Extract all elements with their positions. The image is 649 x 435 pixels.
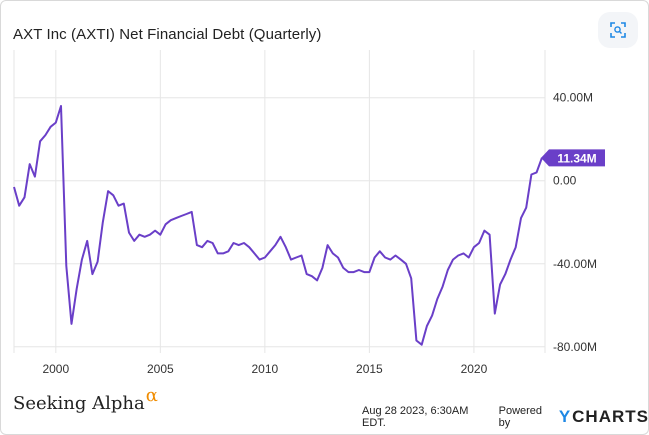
- alpha-mark: α: [145, 385, 158, 406]
- zoom-button[interactable]: [598, 12, 638, 48]
- footer-credits: Aug 28 2023, 6:30AM EDT. Powered by Y CHA…: [362, 405, 649, 429]
- chart-title: AXT Inc (AXTI) Net Financial Debt (Quart…: [13, 26, 322, 43]
- value-label-layer: 11.34M: [541, 149, 605, 167]
- last-value-label: 11.34M: [557, 151, 596, 165]
- ycharts-logo: Y CHARTS: [559, 407, 649, 427]
- y-tick-label: 40.00M: [553, 91, 593, 105]
- y-axis: 40.00M 0.00 -40.00M -80.00M: [553, 91, 597, 354]
- y-tick-label: -80.00M: [553, 340, 597, 354]
- x-tick-label: 2010: [252, 362, 279, 376]
- x-tick-label: 2000: [42, 362, 69, 376]
- x-tick-label: 2015: [356, 362, 383, 376]
- y-tick-label: -40.00M: [553, 257, 597, 271]
- x-axis: 2000 2005 2010 2015 2020: [42, 362, 487, 376]
- x-tick-label: 2005: [147, 362, 174, 376]
- last-value-badge: [541, 149, 605, 167]
- ycharts-wordmark: CHARTS: [572, 407, 649, 426]
- series-line: [13, 105, 543, 346]
- grid: [13, 50, 546, 353]
- powered-by-text: Powered by: [498, 405, 543, 429]
- y-tick-label: 0.00: [553, 174, 577, 188]
- series-layer: [13, 105, 543, 346]
- zoom-icon: [610, 22, 626, 38]
- seeking-alpha-logo: Seeking Alphaα: [13, 385, 158, 414]
- brand-name: Seeking Alpha: [13, 393, 145, 414]
- ycharts-y-mark: Y: [558, 407, 572, 426]
- x-tick-label: 2020: [461, 362, 488, 376]
- timestamp: Aug 28 2023, 6:30AM EDT.: [362, 405, 469, 429]
